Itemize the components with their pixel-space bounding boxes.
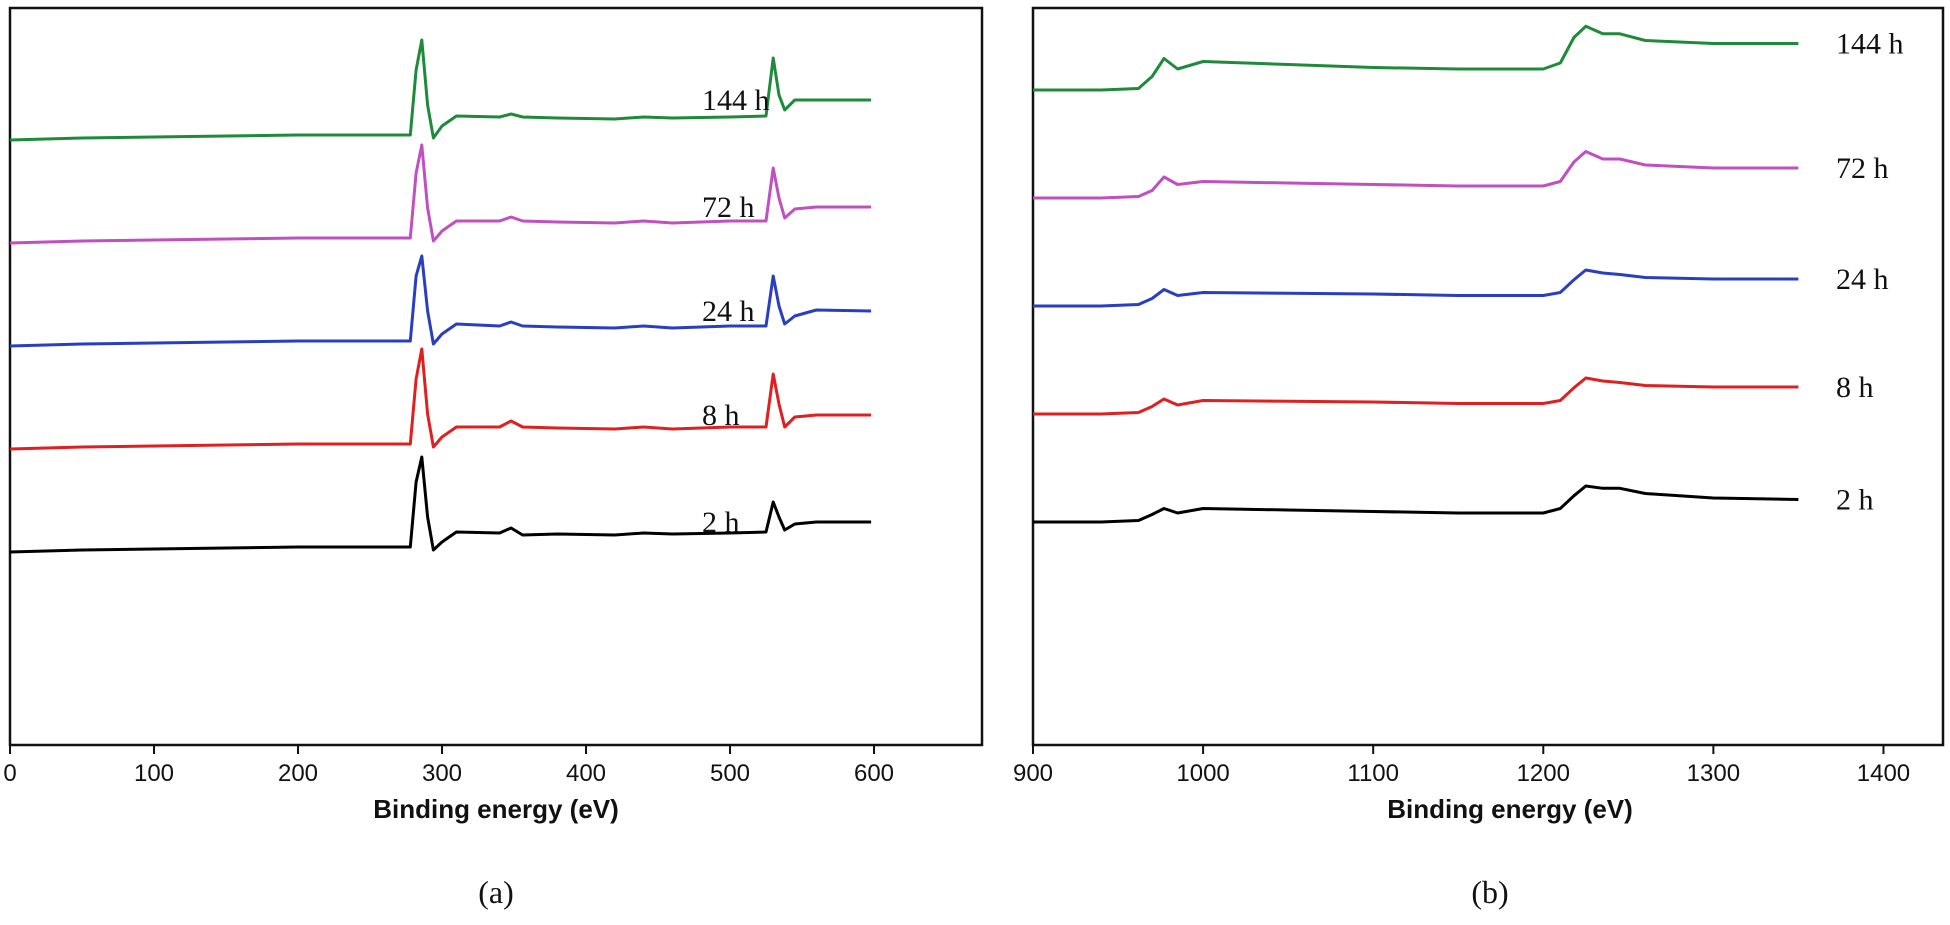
panel-b: 900 1000 1100 1200 1300 1400 2 h 8 h 24 h 72 h 14… bbox=[1013, 6, 1945, 910]
panel-b-series-label-8h: 8 h bbox=[1836, 371, 1874, 404]
panel-a-x-tick-label: 600 bbox=[854, 760, 894, 787]
panel-b-x-tick-label: 1300 bbox=[1687, 760, 1740, 787]
panel-b-frame bbox=[1031, 6, 1945, 747]
panel-a-plot-area bbox=[8, 6, 984, 747]
panel-b-series-line-144h bbox=[1033, 24, 1799, 92]
panel-a-x-tick-label: 400 bbox=[566, 760, 606, 787]
panel-b-series-line-8h bbox=[1033, 376, 1799, 416]
panel-b-caption: (b) bbox=[1471, 874, 1508, 910]
panel-b-x-tick-label: 1400 bbox=[1857, 760, 1910, 787]
panel-a-series-line-2h bbox=[9, 455, 872, 554]
panel-a-series-line-8h bbox=[9, 347, 872, 451]
panel-a-x-tick-label: 500 bbox=[710, 760, 750, 787]
panel-a-series-label-144h: 144 h bbox=[702, 84, 770, 117]
panel-a-x-axis-title: Binding energy (eV) bbox=[373, 794, 619, 824]
panel-a-series-label-8h: 8 h bbox=[702, 399, 740, 432]
panel-a-x-tick-label: 300 bbox=[422, 760, 462, 787]
panel-b-series-label-144h: 144 h bbox=[1836, 28, 1904, 61]
panel-b-x-tick-label: 1200 bbox=[1517, 760, 1570, 787]
panel-b-series-line-2h bbox=[1033, 484, 1799, 524]
panel-b-series-label-2h: 2 h bbox=[1836, 484, 1874, 517]
panel-b-x-axis-title: Binding energy (eV) bbox=[1387, 794, 1633, 824]
panel-b-series-label-24h: 24 h bbox=[1836, 263, 1889, 296]
panel-b-series: 2 h 8 h 24 h 72 h 144 h bbox=[1033, 24, 1904, 524]
panel-a-series-line-144h bbox=[9, 38, 872, 142]
panel-a-x-tick-label: 100 bbox=[134, 760, 174, 787]
panel-a-series-line-72h bbox=[9, 143, 872, 245]
panel-a-x-tick-label: 0 bbox=[3, 760, 16, 787]
panel-b-series-label-72h: 72 h bbox=[1836, 152, 1889, 185]
panel-b-plot-area bbox=[1031, 6, 1945, 747]
panel-b-x-ticks: 900 1000 1100 1200 1300 1400 bbox=[1013, 745, 1910, 787]
panel-b-x-tick-label: 1100 bbox=[1347, 760, 1399, 787]
panel-b-series-line-72h bbox=[1033, 150, 1799, 200]
panel-a-series: 2 h 8 h 24 h 72 h 144 h bbox=[9, 38, 872, 554]
panel-b-series-line-24h bbox=[1033, 268, 1799, 308]
panel-a-series-label-24h: 24 h bbox=[702, 295, 755, 328]
panel-a-series-label-2h: 2 h bbox=[702, 506, 740, 539]
panel-a-caption: (a) bbox=[478, 874, 514, 910]
panel-a-frame bbox=[8, 6, 984, 747]
panel-a-series-label-72h: 72 h bbox=[702, 191, 755, 224]
panel-b-x-tick-label: 1000 bbox=[1176, 760, 1229, 787]
panel-a-series-line-24h bbox=[9, 254, 872, 348]
panel-a-x-tick-label: 200 bbox=[278, 760, 318, 787]
panel-a-x-ticks: 0 100 200 300 400 500 600 bbox=[3, 745, 894, 787]
panel-b-x-tick-label: 900 bbox=[1013, 760, 1053, 787]
